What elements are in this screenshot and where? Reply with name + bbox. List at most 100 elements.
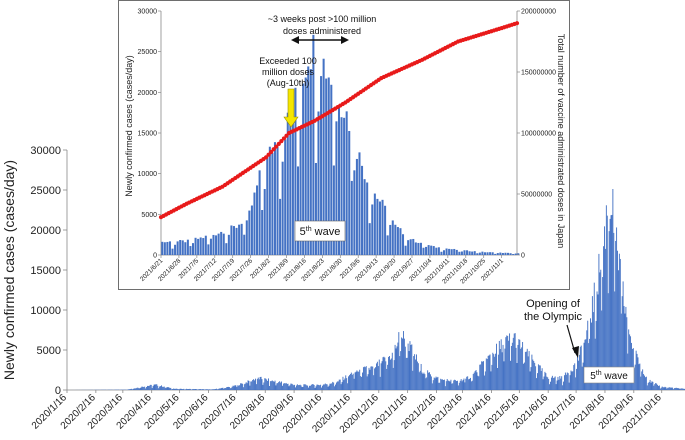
main-bar <box>369 369 371 390</box>
main-bar <box>212 389 214 390</box>
main-bar <box>407 343 409 390</box>
main-bar <box>373 375 375 390</box>
inset-bar <box>330 84 333 256</box>
main-bar <box>455 380 457 390</box>
main-bar <box>641 371 643 390</box>
main-bar <box>311 384 313 390</box>
inset-bar <box>419 242 422 255</box>
main-bar <box>355 371 357 390</box>
main-bar <box>237 385 239 390</box>
inset-bar <box>396 227 399 255</box>
main-bar <box>523 363 524 390</box>
main-bar <box>598 253 600 390</box>
inset-vaccine-dot <box>281 136 287 141</box>
inset-bar <box>194 237 197 255</box>
inset-bar <box>404 245 407 255</box>
main-bar <box>138 388 140 390</box>
main-bar <box>465 378 467 390</box>
inset-bar <box>417 242 420 255</box>
main-bar <box>239 385 241 390</box>
inset-bar <box>368 223 371 255</box>
main-bar <box>617 250 618 390</box>
main-bar <box>410 345 412 390</box>
main-bar <box>250 381 252 390</box>
main-bar <box>135 388 137 390</box>
main-bar <box>277 383 279 390</box>
main-bar <box>329 383 331 390</box>
main-bar <box>167 387 169 390</box>
main-bar <box>214 389 215 390</box>
main-bar <box>461 381 463 390</box>
inset-bar <box>453 248 456 255</box>
main-bar <box>227 386 229 390</box>
main-bar <box>652 381 654 390</box>
main-y-tick-label: 10000 <box>30 305 61 317</box>
main-bar <box>651 381 653 390</box>
inset-bar <box>207 244 210 255</box>
main-bar <box>186 388 188 390</box>
inset-bar <box>371 204 374 255</box>
main-bar <box>265 378 267 390</box>
main-bar <box>390 358 392 390</box>
main-bar <box>431 383 433 390</box>
main-bar <box>508 340 510 390</box>
inset-bar <box>284 139 287 255</box>
main-bar <box>362 367 364 390</box>
inset-bar <box>455 249 458 255</box>
main-bar <box>349 373 351 390</box>
main-bar <box>335 382 337 390</box>
main-bar <box>215 388 217 390</box>
main-bar <box>161 386 163 390</box>
main-bar <box>533 361 535 390</box>
main-bar <box>134 388 136 390</box>
main-bar <box>202 389 204 390</box>
main-bar <box>272 381 274 390</box>
main-bar <box>238 385 240 390</box>
main-bar <box>157 385 159 390</box>
inset-bar <box>202 238 205 255</box>
main-bar <box>205 389 207 390</box>
inset-bar <box>332 165 335 255</box>
main-bar <box>581 366 583 390</box>
main-bar <box>512 337 514 390</box>
main-bar <box>391 352 393 390</box>
main-bar <box>559 376 561 390</box>
main-bar <box>254 380 256 390</box>
main-bar <box>523 362 525 390</box>
main-bar <box>292 384 294 390</box>
main-wave-label: 5th wave <box>583 366 635 384</box>
main-bar <box>510 346 512 390</box>
inset-bar <box>256 185 259 255</box>
main-bar <box>308 387 309 390</box>
main-bar <box>617 270 619 390</box>
main-bar <box>241 383 242 390</box>
main-bar <box>572 371 574 390</box>
exceeded-note: Exceeded 100 million doses (Aug-10th) <box>259 56 317 128</box>
main-bar <box>353 378 355 390</box>
main-bar <box>235 385 237 390</box>
main-bar <box>605 205 607 390</box>
main-bar <box>413 356 415 390</box>
inset-bar <box>281 161 284 255</box>
inset-bar <box>517 253 520 255</box>
main-bar <box>327 386 329 390</box>
main-bar <box>560 378 562 390</box>
main-bar <box>404 346 406 390</box>
main-bar <box>145 388 147 390</box>
main-bar <box>650 382 652 390</box>
inset-bar <box>378 201 381 255</box>
main-bar <box>392 367 394 390</box>
inset-bar <box>181 240 184 255</box>
inset-bar <box>286 112 289 255</box>
main-bar <box>350 372 352 390</box>
main-bar <box>297 385 299 390</box>
main-bar <box>306 385 308 390</box>
main-bar <box>268 378 269 390</box>
main-bar <box>639 363 641 390</box>
main-bar <box>150 384 152 390</box>
main-bar <box>323 384 325 390</box>
main-bar <box>440 378 442 390</box>
main-bar <box>301 387 303 390</box>
main-bar <box>168 387 170 390</box>
main-bar <box>281 385 283 390</box>
